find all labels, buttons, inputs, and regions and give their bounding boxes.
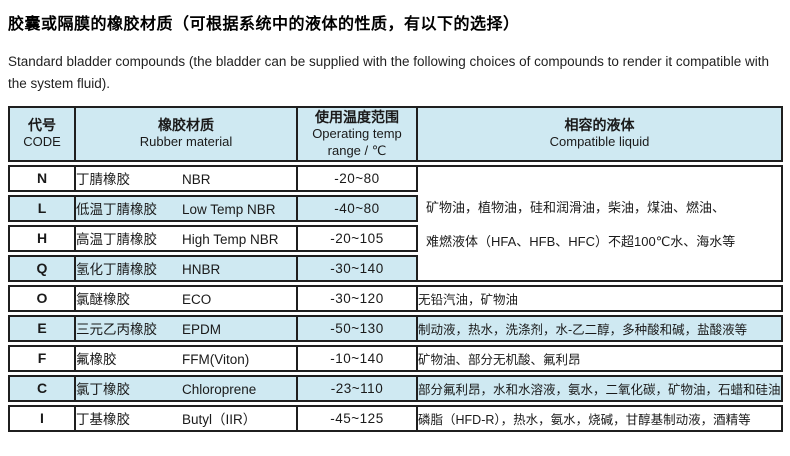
code-cell: O — [8, 284, 76, 312]
material-name-en: ECO — [182, 292, 212, 308]
material-cell: 丁基橡胶 Butyl（IIR） — [76, 404, 298, 432]
material-name-en: Low Temp NBR — [182, 202, 276, 218]
code-cell: E — [8, 314, 76, 342]
temp-range-cell: -20~80 — [298, 164, 418, 192]
material-name-cn: 氢化丁腈橡胶 — [76, 262, 157, 278]
temp-range-cell: -20~105 — [298, 224, 418, 252]
material-name-en: HNBR — [182, 262, 221, 278]
material-cell: 氢化丁腈橡胶 HNBR — [76, 254, 298, 282]
table-row: L 低温丁腈橡胶 Low Temp NBR -40~80 — [8, 194, 783, 222]
compatible-liquid-cell: 矿物油、部分无机酸、氟利昂 — [418, 344, 783, 372]
temp-range-cell: -40~80 — [298, 194, 418, 222]
temp-range-cell: -45~125 — [298, 404, 418, 432]
code-cell: I — [8, 404, 76, 432]
code-cell: C — [8, 374, 76, 402]
code-cell: Q — [8, 254, 76, 282]
compatible-liquid-merged-cell: 矿物油，植物油，硅和润滑油，柴油，煤油、燃油、 难燃液体（HFA、HFB、HFC）… — [418, 164, 783, 282]
liquid-line: 矿物油，植物油，硅和润滑油，柴油，煤油、燃油、 — [426, 199, 726, 215]
header-temp-cn: 使用温度范围 — [315, 108, 399, 125]
material-name-cn: 低温丁腈橡胶 — [76, 202, 157, 218]
code-cell: F — [8, 344, 76, 372]
material-cell: 三元乙丙橡胶 EPDM — [76, 314, 298, 342]
header-code-cn: 代号 — [28, 116, 56, 133]
material-cell: 高温丁腈橡胶 High Temp NBR — [76, 224, 298, 252]
page: 胶囊或隔膜的橡胶材质（可根据系统中的液体的性质，有以下的选择） Standard… — [8, 16, 783, 435]
table-row: F 氟橡胶 FFM(Viton) -10~140 矿物油、部分无机酸、氟利昂 — [8, 344, 783, 372]
compatible-liquid-cell: 制动液，热水，洗涤剂，水-乙二醇，多种酸和碱，盐酸液等 — [418, 314, 783, 342]
compatible-liquid-text: 矿物油，植物油，硅和润滑油，柴油，煤油、燃油、 难燃液体（HFA、HFB、HFC）… — [418, 197, 781, 250]
liquid-line: 难燃液体（HFA、HFB、HFC）不超100℃水、海水等 — [426, 233, 736, 249]
header-material: 橡胶材质 Rubber material — [76, 105, 298, 162]
material-name-en: EPDM — [182, 322, 222, 338]
temp-range-cell: -30~140 — [298, 254, 418, 282]
material-name-cn: 氟橡胶 — [76, 352, 117, 368]
header-temp: 使用温度范围 Operating temp range / ℃ — [298, 105, 418, 162]
material-cell: 氯醚橡胶 ECO — [76, 284, 298, 312]
material-cell: 丁腈橡胶 NBR — [76, 164, 298, 192]
temp-range-cell: -10~140 — [298, 344, 418, 372]
table-header: 代号 CODE 橡胶材质 Rubber material 使用温度范围 Oper… — [8, 105, 783, 162]
table-row: C 氯丁橡胶 Chloroprene -23~110 部分氟利昂，水和水溶液，氨水，二氧… — [8, 374, 783, 402]
material-name-en: High Temp NBR — [182, 232, 279, 248]
header-code: 代号 CODE — [8, 105, 76, 162]
material-name-en: NBR — [182, 172, 211, 188]
code-cell: N — [8, 164, 76, 192]
header-liquid-en: Compatible liquid — [549, 134, 650, 150]
table-row: H 高温丁腈橡胶 High Temp NBR -20~105 — [8, 224, 783, 252]
material-cell: 低温丁腈橡胶 Low Temp NBR — [76, 194, 298, 222]
temp-range-cell: -30~120 — [298, 284, 418, 312]
material-name-en: Butyl（IIR） — [182, 412, 257, 428]
material-name-cn: 丁腈橡胶 — [76, 172, 130, 188]
temp-range-cell: -23~110 — [298, 374, 418, 402]
material-name-cn: 氯丁橡胶 — [76, 382, 130, 398]
compatible-liquid-cell: 无铅汽油，矿物油 — [418, 284, 783, 312]
code-cell: L — [8, 194, 76, 222]
material-cell: 氟橡胶 FFM(Viton) — [76, 344, 298, 372]
material-name-cn: 三元乙丙橡胶 — [76, 322, 157, 338]
material-name-en: Chloroprene — [182, 382, 257, 398]
page-subtitle: Standard bladder compounds (the bladder … — [8, 54, 769, 92]
material-name-cn: 氯醚橡胶 — [76, 292, 130, 308]
code-cell: H — [8, 224, 76, 252]
compounds-table: 代号 CODE 橡胶材质 Rubber material 使用温度范围 Oper… — [8, 103, 783, 435]
compatible-liquid-cell: 磷脂（HFD-R），热水，氨水，烧碱，甘醇基制动液，酒精等 — [418, 404, 783, 432]
table-row: I 丁基橡胶 Butyl（IIR） -45~125 磷脂（HFD-R），热水，氨水，烧碱… — [8, 404, 783, 432]
header-material-cn: 橡胶材质 — [158, 116, 214, 133]
material-name-en: FFM(Viton) — [182, 352, 250, 368]
table-row: Q 氢化丁腈橡胶 HNBR -30~140 — [8, 254, 783, 282]
header-temp-unit: range / ℃ — [327, 142, 387, 158]
header-liquid-cn: 相容的液体 — [564, 116, 635, 133]
table-body: N 丁腈橡胶 NBR -20~80 矿物油，植物油，硅和润滑油，柴油，煤油、燃油、 难燃液… — [8, 164, 783, 432]
page-title: 胶囊或隔膜的橡胶材质（可根据系统中的液体的性质，有以下的选择） — [8, 16, 520, 33]
header-material-en: Rubber material — [139, 134, 233, 150]
header-row: 代号 CODE 橡胶材质 Rubber material 使用温度范围 Oper… — [8, 105, 783, 162]
table-row: N 丁腈橡胶 NBR -20~80 矿物油，植物油，硅和润滑油，柴油，煤油、燃油、 难燃液… — [8, 164, 783, 282]
material-name-cn: 丁基橡胶 — [76, 412, 130, 428]
header-code-en: CODE — [23, 134, 61, 150]
header-temp-en: Operating temp — [312, 125, 402, 141]
table-row: O 氯醚橡胶 ECO -30~120 无铅汽油，矿物油 — [8, 284, 783, 312]
compatible-liquid-cell: 部分氟利昂，水和水溶液，氨水，二氧化碳，矿物油，石蜡和硅油 — [418, 374, 783, 402]
material-name-cn: 高温丁腈橡胶 — [76, 232, 157, 248]
header-liquid: 相容的液体 Compatible liquid — [418, 105, 783, 162]
table-row: E 三元乙丙橡胶 EPDM -50~130 制动液，热水，洗涤剂，水-乙二醇，多种酸和碱… — [8, 314, 783, 342]
temp-range-cell: -50~130 — [298, 314, 418, 342]
material-cell: 氯丁橡胶 Chloroprene — [76, 374, 298, 402]
